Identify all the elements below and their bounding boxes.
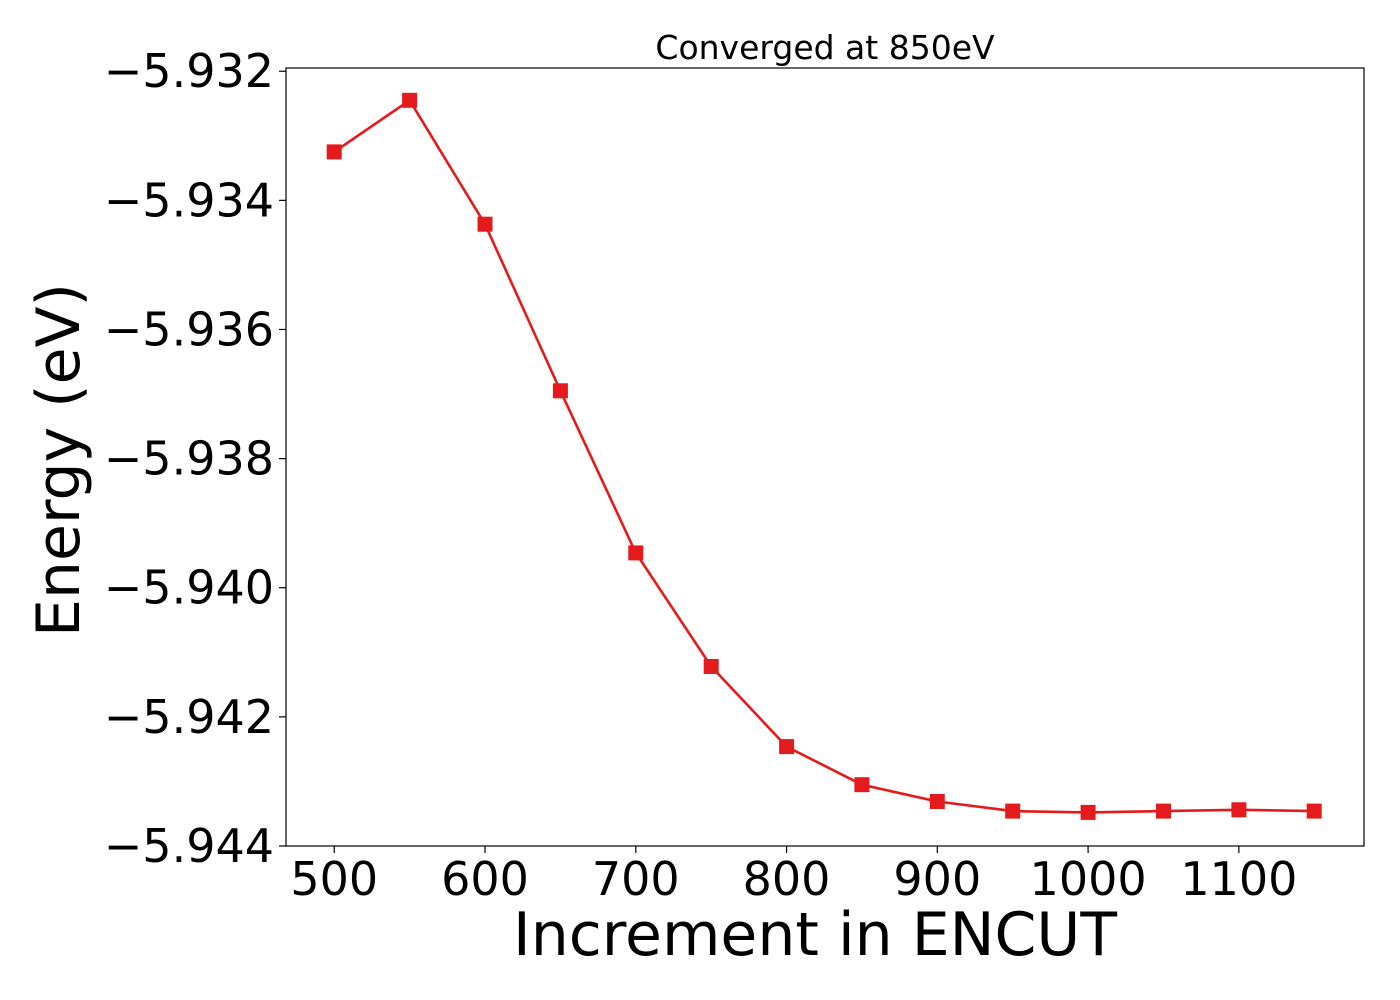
energy-series — [326, 92, 1322, 820]
y-tick-label: −5.934 — [104, 173, 274, 227]
x-tick-label: 700 — [592, 852, 680, 906]
y-tick-label: −5.940 — [104, 561, 274, 615]
data-point-marker — [854, 777, 870, 793]
series-line — [333, 99, 1315, 814]
data-point-marker — [929, 794, 945, 809]
y-tick-label: −5.932 — [104, 44, 274, 98]
x-axis-label: Increment in ENCUT — [513, 900, 1117, 970]
x-axis: 500 600 700 800 900 1000 1100 — [290, 846, 1297, 906]
data-point-marker — [1306, 803, 1322, 819]
x-tick-label: 1000 — [1030, 852, 1147, 906]
data-point-marker — [628, 545, 644, 561]
data-point-marker — [1156, 803, 1171, 819]
data-point-marker — [477, 216, 493, 232]
plot-area-frame — [285, 67, 1365, 847]
data-point-marker — [779, 739, 795, 755]
data-point-marker — [703, 659, 719, 674]
y-tick-label: −5.942 — [104, 690, 274, 744]
data-point-marker — [1080, 804, 1096, 820]
y-tick-label: −5.944 — [104, 819, 274, 873]
y-tick-label: −5.936 — [104, 302, 274, 356]
data-point-marker — [1005, 803, 1021, 819]
data-point-marker — [1231, 802, 1247, 818]
x-tick-label: 600 — [441, 852, 529, 906]
y-tick-label: −5.938 — [104, 432, 274, 486]
x-tick-label: 1100 — [1180, 852, 1297, 906]
data-point-marker — [552, 383, 568, 399]
y-axis: −5.932 −5.934 −5.936 −5.938 −5.940 −5.942 −5.9… — [104, 44, 286, 873]
y-axis-label: Energy (eV) — [24, 283, 94, 637]
data-point-marker — [326, 144, 342, 160]
chart-title: Converged at 850eV — [655, 28, 995, 67]
x-tick-label: 800 — [743, 852, 831, 906]
x-tick-label: 900 — [893, 852, 981, 906]
x-tick-label: 500 — [290, 852, 378, 906]
data-point-marker — [402, 92, 418, 108]
